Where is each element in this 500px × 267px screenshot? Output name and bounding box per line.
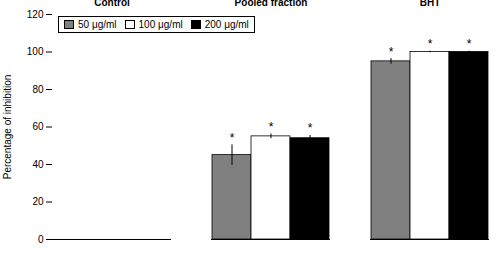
svg-text:40: 40	[32, 159, 44, 170]
html-text:50 μg/ml: 50 μg/ml	[78, 19, 117, 30]
svg-text:Control: Control	[94, 0, 130, 8]
svg-text:120: 120	[27, 9, 44, 20]
svg-text:80: 80	[32, 84, 44, 95]
html-text:100 μg/ml: 100 μg/ml	[138, 19, 183, 30]
svg-text:BHT: BHT	[420, 0, 441, 8]
svg-text:Percentage of inhibition: Percentage of inhibition	[2, 75, 13, 180]
svg-text:*: *	[389, 45, 394, 59]
svg-text:*: *	[467, 37, 472, 51]
svg-text:Pooled fraction: Pooled fraction	[235, 0, 308, 8]
svg-text:*: *	[308, 121, 313, 135]
svg-text:*: *	[230, 131, 235, 145]
svg-text:*: *	[269, 120, 274, 134]
svg-text:20: 20	[32, 196, 44, 207]
svg-text:*: *	[428, 37, 433, 51]
svg-text:0: 0	[38, 234, 44, 245]
svg-text:100: 100	[27, 46, 44, 57]
html-text:200 μg/ml: 200 μg/ml	[204, 19, 249, 30]
svg-text:60: 60	[32, 121, 44, 132]
